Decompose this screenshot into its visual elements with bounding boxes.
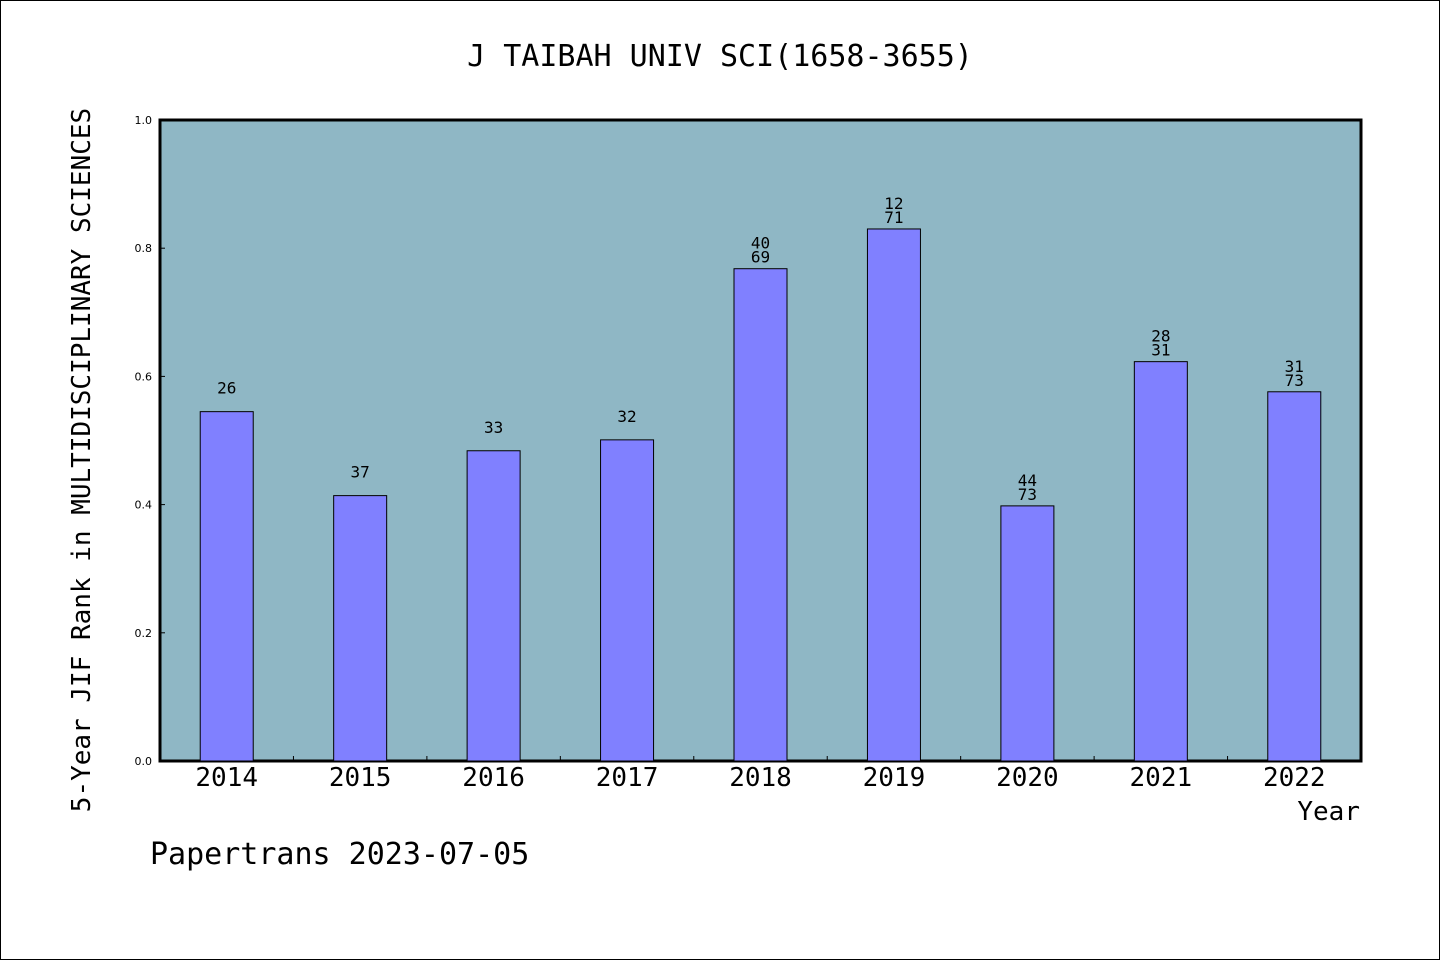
bar-2018	[733, 268, 788, 762]
bar-2014	[199, 411, 254, 762]
bar-label-2022-1: 31	[1285, 357, 1304, 376]
bar-label-2017-1: 32	[617, 407, 636, 426]
x-tick-label-2021: 2021	[1130, 763, 1193, 793]
bar-label-2019-1: 12	[884, 194, 903, 213]
bar-label-2021-2: 31	[1151, 341, 1170, 360]
y-tick-label-0.8: 0.8	[135, 242, 153, 255]
y-tick-label-1.0: 1.0	[135, 114, 153, 127]
bar-2021	[1133, 361, 1188, 762]
bar-label-2019-2: 71	[884, 208, 903, 227]
x-tick-label-2019: 2019	[863, 763, 926, 793]
bar-label-2015-1: 37	[351, 463, 370, 482]
y-tick-label-0.4: 0.4	[135, 499, 153, 512]
bar-2020	[1000, 505, 1055, 762]
bar-label-2014-1: 26	[217, 379, 236, 398]
x-tick-label-2018: 2018	[729, 763, 792, 793]
bar-label-2020-2: 73	[1018, 485, 1037, 504]
x-axis-title: Year	[1297, 797, 1360, 827]
y-axis-title: 5-Year JIF Rank in MULTIDISCIPLINARY SCI…	[67, 108, 97, 812]
y-tick-label-0.0: 0.0	[135, 755, 153, 768]
bar-2019	[866, 228, 921, 762]
x-tick-label-2020: 2020	[996, 763, 1059, 793]
y-tick-label-0.6: 0.6	[135, 370, 153, 383]
footer-credit: Papertrans 2023-07-05	[150, 837, 529, 872]
x-tick-label-2022: 2022	[1263, 763, 1326, 793]
y-tick-label-0.2: 0.2	[135, 627, 153, 640]
x-tick-label-2017: 2017	[596, 763, 659, 793]
x-tick-label-2016: 2016	[462, 763, 525, 793]
bar-2017	[600, 439, 655, 762]
bar-label-2018-2: 69	[751, 248, 770, 267]
bar-label-2018-1: 40	[751, 234, 770, 253]
y-axis: 0.0 0.2 0.4 0.6 0.8 1.0	[135, 114, 165, 768]
bar-label-2022-2: 73	[1285, 371, 1304, 390]
bar-2022	[1267, 391, 1322, 762]
bar-2016	[466, 450, 521, 762]
chart-title: J TAIBAH UNIV SCI(1658-3655)	[467, 39, 973, 74]
bar-2015	[333, 495, 388, 762]
bar-label-2020-1: 44	[1018, 471, 1037, 490]
x-axis: 2014 2015 2016 2017 2018 2019 2020 2021 2022	[195, 756, 1326, 793]
x-tick-label-2015: 2015	[329, 763, 392, 793]
bar-label-2021-1: 28	[1151, 327, 1170, 346]
bar-label-2016-1: 33	[484, 418, 503, 437]
x-tick-label-2014: 2014	[195, 763, 258, 793]
